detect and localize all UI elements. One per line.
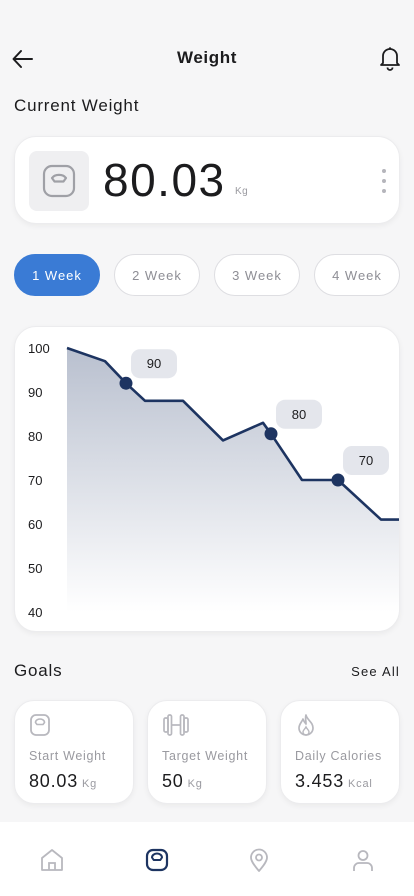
- goal-card-target-weight[interactable]: Target Weight 50 Kg: [147, 700, 267, 804]
- tab-4-week[interactable]: 4 Week: [314, 254, 400, 296]
- arrow-left-icon: [12, 50, 33, 68]
- y-tick-label: 50: [28, 561, 42, 576]
- data-label-bubble: [343, 446, 389, 475]
- goal-number: 50: [162, 771, 184, 791]
- home-icon: [41, 849, 63, 871]
- more-options-button[interactable]: [379, 169, 389, 193]
- data-point-marker: [331, 473, 345, 487]
- goal-label: Target Weight: [162, 749, 248, 763]
- current-weight-heading: Current Weight: [14, 96, 140, 115]
- data-point-marker: [264, 427, 278, 441]
- data-label-bubble: [131, 349, 177, 379]
- location-pin-icon: [250, 848, 268, 872]
- nav-home[interactable]: [38, 846, 66, 874]
- data-label: 70: [359, 453, 373, 468]
- y-tick-label: 70: [28, 473, 42, 488]
- more-dot-icon: [382, 189, 386, 193]
- scale-icon: [30, 714, 50, 736]
- notifications-button[interactable]: [378, 45, 402, 71]
- goal-value: 3.453 Kcal: [295, 771, 373, 792]
- goal-unit: Kcal: [348, 778, 373, 790]
- bell-icon: [380, 47, 400, 71]
- scale-icon-box: [29, 151, 89, 211]
- current-weight-card: 80.03 Kg: [14, 136, 400, 224]
- tab-3-week[interactable]: 3 Week: [214, 254, 300, 296]
- y-tick-label: 90: [28, 385, 42, 400]
- weight-chart: 100 90 80 70 60 50 40 90 80 70: [28, 341, 399, 620]
- scale-icon: [145, 848, 169, 872]
- tab-2-week[interactable]: 2 Week: [114, 254, 200, 296]
- goal-label: Start Weight: [29, 749, 106, 763]
- app-header: Weight: [0, 40, 414, 76]
- goal-unit: Kg: [187, 778, 203, 790]
- current-weight-value: 80.03: [103, 154, 226, 206]
- y-tick-label: 100: [28, 341, 50, 356]
- see-all-link[interactable]: See All: [351, 664, 400, 679]
- goal-number: 80.03: [29, 771, 79, 791]
- flame-icon: [298, 714, 314, 736]
- page-title: Weight: [177, 48, 237, 67]
- nav-weight[interactable]: [143, 846, 171, 874]
- goal-card-start-weight[interactable]: Start Weight 80.03 Kg: [14, 700, 134, 804]
- data-label: 90: [147, 356, 161, 371]
- back-button[interactable]: [10, 46, 36, 72]
- bottom-navigation: [0, 822, 414, 896]
- data-point-marker: [119, 376, 133, 390]
- goal-label: Daily Calories: [295, 749, 382, 763]
- goals-heading: Goals: [14, 661, 63, 680]
- goal-value: 50 Kg: [162, 771, 203, 792]
- y-tick-label: 60: [28, 517, 42, 532]
- tab-1-week[interactable]: 1 Week: [14, 254, 100, 296]
- nav-profile[interactable]: [349, 846, 377, 874]
- data-label: 80: [292, 407, 306, 422]
- goal-number: 3.453: [295, 771, 345, 791]
- dumbbell-icon: [163, 714, 189, 736]
- more-dot-icon: [382, 169, 386, 173]
- goal-card-daily-calories[interactable]: Daily Calories 3.453 Kcal: [280, 700, 400, 804]
- scale-icon: [42, 164, 76, 198]
- goal-value: 80.03 Kg: [29, 771, 97, 792]
- data-label-bubble: [276, 399, 322, 429]
- weight-chart-card: 100 90 80 70 60 50 40 90 80 70: [14, 326, 400, 632]
- y-tick-label: 80: [28, 429, 42, 444]
- goal-unit: Kg: [82, 778, 98, 790]
- more-dot-icon: [382, 179, 386, 183]
- current-weight-unit: Kg: [235, 186, 249, 197]
- y-tick-label: 40: [28, 605, 42, 620]
- nav-location[interactable]: [245, 846, 273, 874]
- profile-icon: [353, 850, 373, 871]
- chart-area-fill: [67, 348, 399, 612]
